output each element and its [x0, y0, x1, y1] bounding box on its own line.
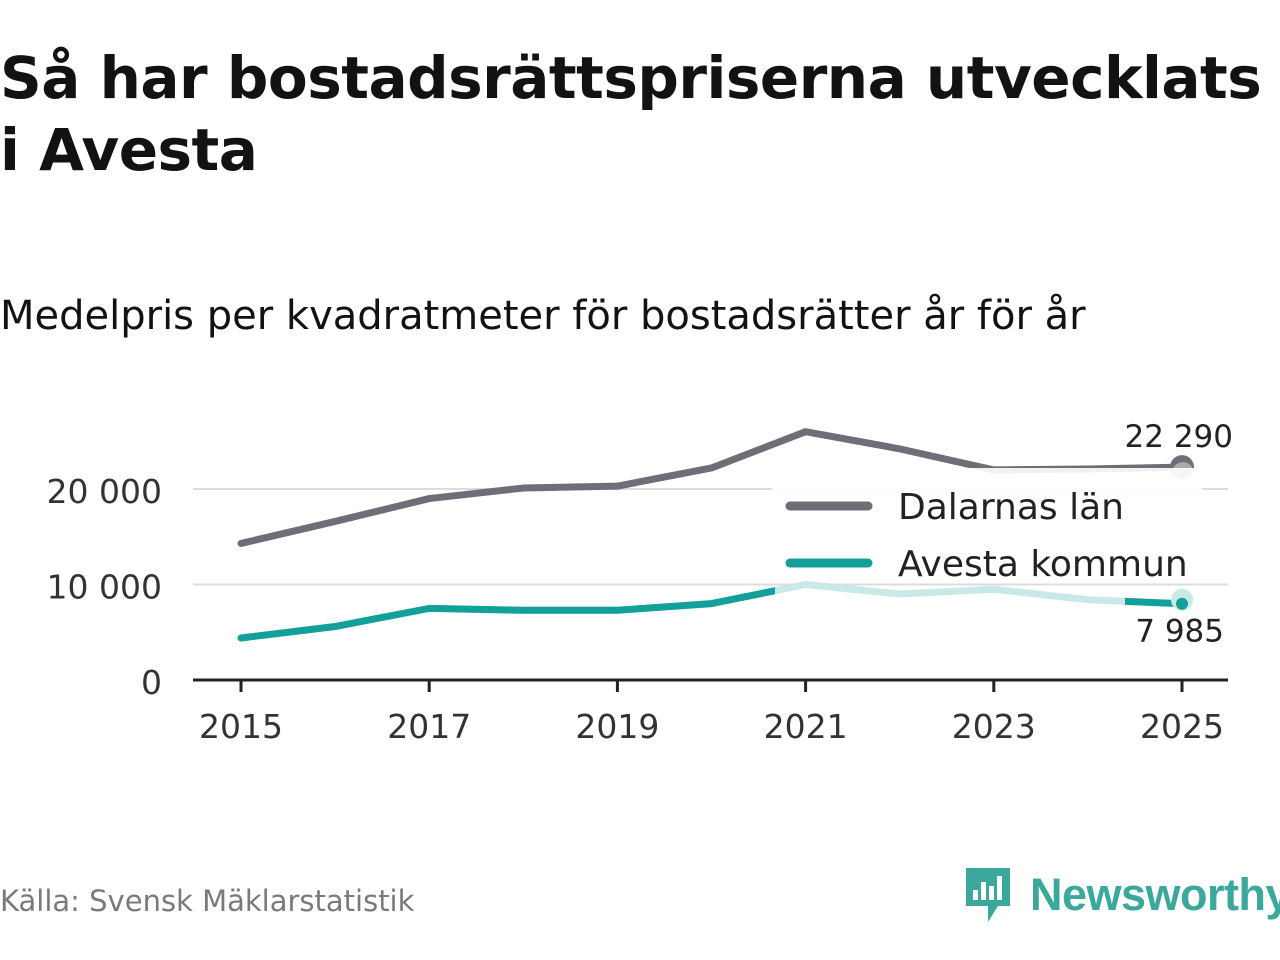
newsworthy-logo[interactable]: Newsworthy [962, 864, 1280, 926]
legend-label: Avesta kommun [898, 544, 1188, 585]
end-marker-avesta [1176, 597, 1188, 610]
series-lines [237, 428, 1194, 642]
chart-title: Så har bostadsrättspriserna utvecklats i… [0, 44, 1262, 184]
x-tick-label: 2015 [199, 707, 283, 746]
x-tick-label: 2017 [387, 707, 471, 746]
y-tick-label: 20 000 [47, 472, 162, 511]
line-chart: 0 10 000 20 000 2015 2017 2019 2021 2023 2025 D… [47, 419, 1233, 746]
y-axis-ticks: 0 10 000 20 000 [47, 472, 162, 702]
legend: Dalarnas län Avesta kommun [772, 468, 1202, 585]
x-tick-label: 2025 [1140, 707, 1224, 746]
newsworthy-logo-icon [966, 868, 1010, 922]
source-note: Källa: Svensk Mäklarstatistik [0, 884, 415, 918]
x-tick-label: 2019 [575, 707, 659, 746]
end-label-dalarnas: 22 290 [1125, 419, 1233, 455]
x-tick-label: 2021 [764, 707, 848, 746]
x-axis-ticks: 2015 2017 2019 2021 2023 2025 [199, 680, 1224, 746]
legend-label: Dalarnas län [898, 487, 1124, 528]
y-tick-label: 10 000 [47, 568, 162, 607]
y-tick-label: 0 [141, 663, 162, 702]
x-tick-label: 2023 [952, 707, 1036, 746]
end-labels: 22 290 7 985 [1125, 419, 1233, 650]
end-label-avesta: 7 985 [1135, 614, 1224, 650]
series-line-avesta-faded [237, 581, 1186, 642]
series-line-avesta [237, 587, 775, 642]
legend-backdrop [772, 468, 1202, 522]
chart-subtitle: Medelpris per kvadratmeter för bostadsrä… [0, 293, 1086, 339]
newsworthy-logo-text: Newsworthy [1030, 869, 1280, 920]
